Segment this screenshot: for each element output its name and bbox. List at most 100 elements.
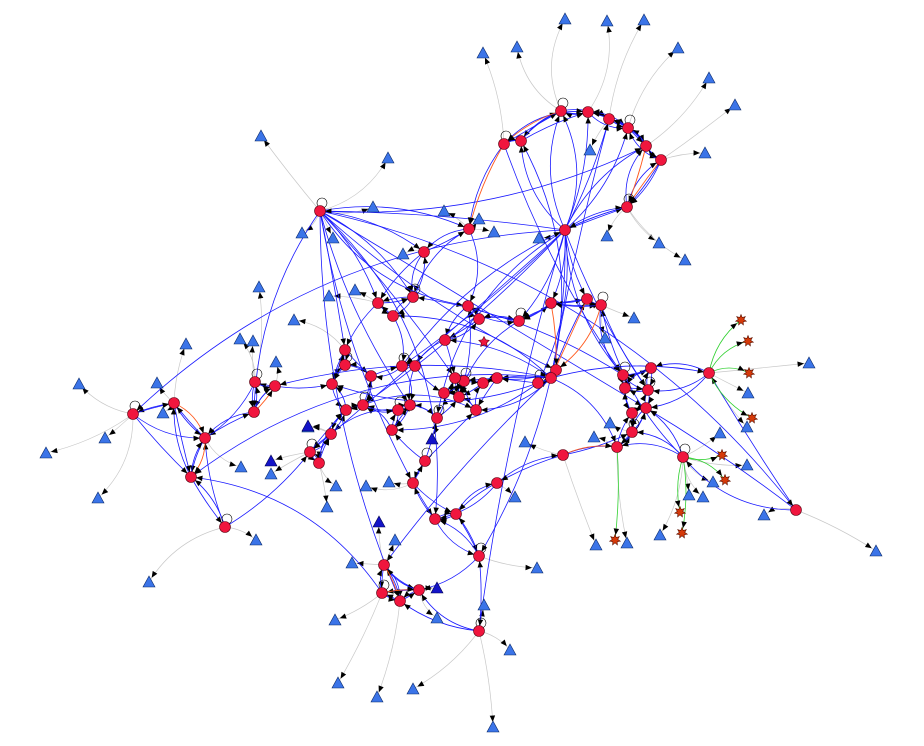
triangle-node [702, 71, 716, 84]
core-edge [647, 372, 710, 392]
circle-node [621, 201, 633, 213]
circle-node [453, 391, 465, 403]
circle-node [339, 359, 351, 371]
triangle-node [72, 377, 86, 390]
arrowhead [565, 113, 573, 119]
circle-node [438, 387, 450, 399]
peripheral-edge [516, 46, 562, 112]
arrowhead [109, 428, 116, 436]
arrowhead [405, 471, 411, 479]
arrowhead [464, 402, 472, 408]
arrowhead [350, 404, 358, 411]
peripheral-edge [660, 152, 706, 161]
arrowhead [335, 413, 343, 420]
triangle-node [583, 143, 597, 156]
arrowhead [481, 544, 488, 552]
triangle-node [406, 682, 420, 695]
peripheral-edge [627, 47, 679, 129]
core-edge [391, 429, 426, 462]
core-edge [309, 229, 566, 453]
core-edge [224, 451, 311, 528]
core-edge [434, 518, 480, 557]
arrowhead [553, 358, 560, 366]
arrowhead [551, 453, 559, 459]
arrowhead [320, 384, 328, 390]
arrowhead [386, 408, 394, 415]
circle-node [619, 382, 631, 394]
triangle-node [558, 12, 572, 25]
triangle-node [142, 575, 156, 588]
core-edge [319, 210, 647, 409]
arrowhead [449, 332, 457, 338]
triangle-node [345, 556, 359, 569]
arrowhead [356, 560, 364, 567]
center-star-node [478, 335, 490, 347]
arrowhead [622, 311, 630, 317]
circle-node [450, 508, 462, 520]
circle-node [365, 370, 377, 382]
arrowhead [471, 379, 479, 385]
arrowhead [401, 394, 408, 401]
arrowhead [864, 542, 872, 549]
arrowhead [737, 416, 744, 424]
core-edge [478, 229, 566, 632]
arrowhead [650, 378, 656, 386]
arrowhead [648, 234, 655, 241]
arrowhead [470, 323, 477, 331]
arrowhead [417, 681, 425, 687]
arrowhead [413, 242, 421, 249]
arrowhead [380, 291, 387, 299]
peripheral-edge [376, 600, 401, 698]
circle-node [473, 313, 485, 325]
arrowhead [569, 222, 577, 228]
triangle-node [179, 337, 193, 350]
arrowhead [386, 554, 394, 561]
arrowhead [629, 390, 637, 396]
core-edge [319, 210, 456, 379]
arrowhead [639, 379, 646, 386]
core-edge [392, 315, 404, 367]
arrowhead [242, 413, 250, 419]
core-edge [458, 320, 520, 398]
arrowhead [340, 338, 346, 346]
triangle-node [233, 332, 247, 345]
circle-node [372, 297, 384, 309]
core-edge [190, 476, 383, 594]
triangle-node [476, 46, 490, 59]
arrowhead [674, 500, 681, 508]
arrowhead [465, 413, 473, 421]
arrowhead [629, 420, 635, 428]
arrowhead [323, 495, 329, 503]
arrowhead [393, 482, 401, 488]
circle-node [626, 426, 638, 438]
arrowhead [740, 410, 748, 416]
triangle-node [264, 467, 278, 480]
arrowhead [592, 109, 600, 115]
core-edge [383, 564, 420, 591]
triangle-node [295, 226, 309, 239]
arrowhead [275, 465, 283, 472]
peripheral-edge [587, 20, 610, 113]
triangle-node [472, 212, 486, 225]
arrowhead [389, 414, 396, 422]
triangle-node [508, 490, 522, 503]
triangle-node [869, 544, 883, 557]
arrowhead [610, 435, 616, 443]
arrowhead [560, 361, 567, 368]
core-edge [319, 210, 438, 520]
arrowhead [324, 208, 332, 214]
arrowhead [693, 150, 701, 156]
core-edge [550, 110, 566, 231]
peripheral-edge [148, 526, 226, 583]
core-edge [319, 210, 414, 298]
triangle-node [740, 458, 754, 471]
arrowhead [484, 57, 491, 65]
circle-node [498, 138, 510, 150]
arrowhead [470, 294, 476, 302]
arrowhead [501, 376, 509, 383]
arrowhead [473, 386, 480, 394]
circle-node [626, 407, 638, 419]
triangle-node [252, 280, 266, 293]
arrowhead [457, 231, 465, 238]
